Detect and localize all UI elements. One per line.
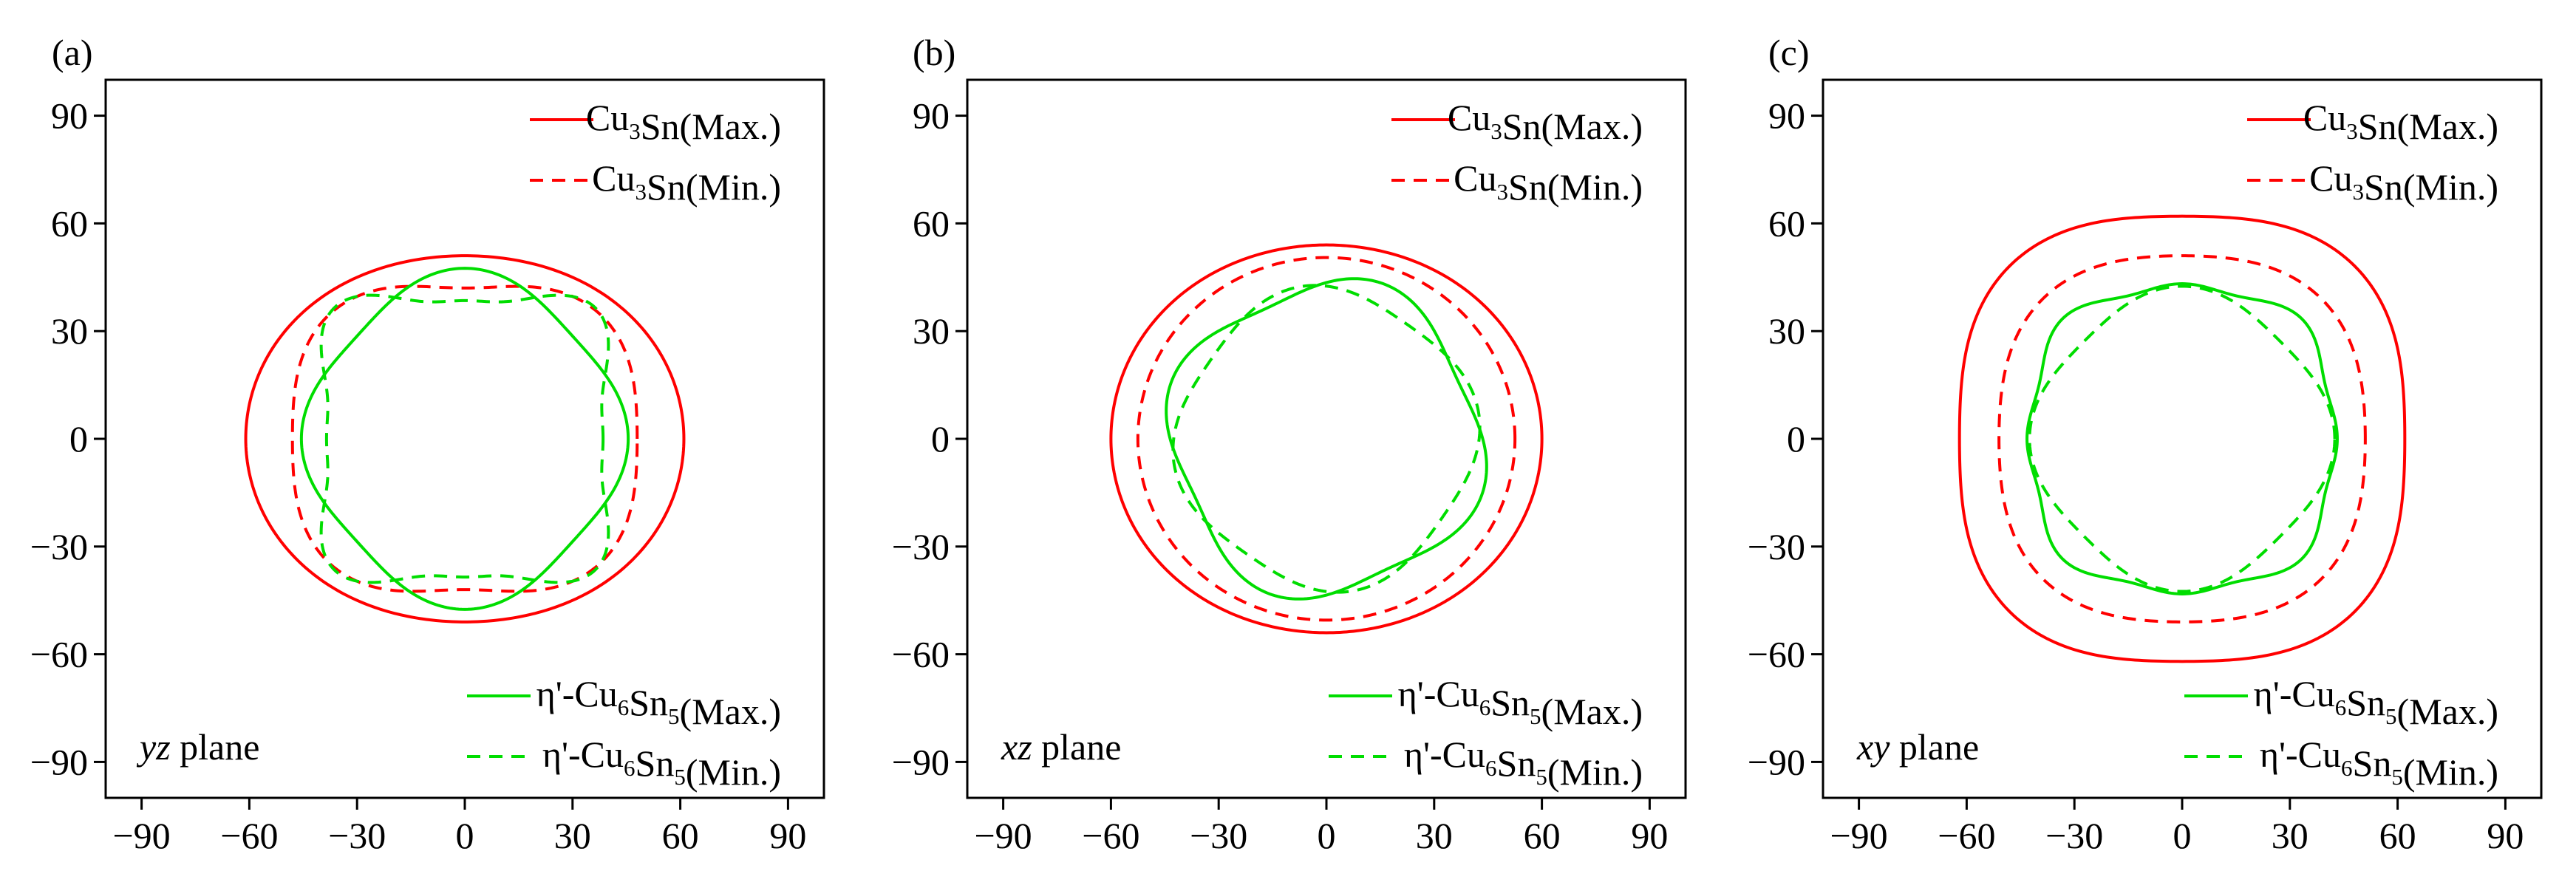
y-tick-label: −90: [892, 741, 950, 782]
x-tick-label: −60: [220, 815, 278, 856]
y-tick-label: −60: [30, 634, 88, 675]
series-curve-2: [2025, 282, 2339, 595]
x-tick-label: −60: [1938, 815, 1995, 856]
y-tick-label: 0: [69, 418, 88, 460]
x-tick-label: −30: [1190, 815, 1247, 856]
plane-label: xz plane: [1001, 726, 1121, 768]
plane-label: xy plane: [1856, 726, 1979, 768]
y-tick-label: 0: [1787, 418, 1805, 460]
y-tick-label: 90: [51, 95, 88, 137]
x-tick-label: 60: [662, 815, 699, 856]
x-tick-label: 60: [2379, 815, 2416, 856]
y-tick-label: 0: [931, 418, 950, 460]
series-curve-0: [1957, 214, 2407, 663]
series-curve-0: [1109, 243, 1544, 635]
x-tick-label: 60: [1524, 815, 1561, 856]
y-tick-label: 90: [1768, 95, 1805, 137]
y-tick-label: 60: [51, 202, 88, 244]
x-tick-label: 90: [1631, 815, 1668, 856]
x-tick-label: 0: [1318, 815, 1336, 856]
legend-label: Cu3Sn(Max.): [586, 97, 781, 147]
y-tick-label: −30: [30, 526, 88, 567]
y-tick-label: −30: [1748, 526, 1805, 567]
chart-panel-b: (b) −90 −60 −30 0 30 60 90 −90 −60 −30 0 30 60 90 Cu3Sn…: [892, 32, 1687, 856]
x-tick-label: 30: [1416, 815, 1453, 856]
x-tick-label: 90: [769, 815, 806, 856]
series-curve-1: [1136, 256, 1517, 622]
y-tick-label: 60: [1768, 202, 1805, 244]
series-curve-1: [290, 284, 639, 593]
plane-label: yz plane: [136, 726, 259, 768]
x-tick-label: −90: [974, 815, 1032, 856]
series-curve-2: [299, 267, 630, 611]
x-tick-label: 30: [2272, 815, 2308, 856]
x-tick-label: −30: [328, 815, 386, 856]
y-tick-label: −60: [1748, 634, 1805, 675]
legend-label: η'-Cu6Sn5(Min.): [1404, 734, 1643, 793]
panel-label: (a): [52, 32, 93, 73]
x-tick-label: 0: [2173, 815, 2192, 856]
legend-label: η'-Cu6Sn5(Min.): [2260, 734, 2498, 793]
series-curve-3: [1171, 284, 1482, 594]
x-tick-label: 90: [2487, 815, 2524, 856]
legend-label: Cu3Sn(Min.): [592, 157, 781, 208]
y-tick-label: 90: [913, 95, 950, 137]
legend-label: η'-Cu6Sn5(Max.): [2254, 673, 2498, 732]
chart-panel-c: (c) −90 −60 −30 0 30 60 90 −90 −60 −30 0 30 60 90 Cu3Sn…: [1748, 32, 2543, 856]
series-curve-3: [2028, 284, 2337, 593]
x-tick-label: 0: [456, 815, 474, 856]
x-tick-label: −90: [112, 815, 170, 856]
panel-label: (b): [913, 32, 955, 73]
series-curve-2: [1165, 277, 1488, 601]
series-curve-1: [1997, 254, 2367, 624]
y-tick-label: −30: [892, 526, 950, 567]
legend-label: η'-Cu6Sn5(Min.): [542, 734, 781, 793]
y-tick-label: −60: [892, 634, 950, 675]
legend-label: Cu3Sn(Min.): [1454, 157, 1643, 208]
legend-label: η'-Cu6Sn5(Max.): [536, 673, 781, 732]
legend-label: Cu3Sn(Min.): [2309, 157, 2498, 208]
y-tick-label: 30: [51, 310, 88, 352]
legend-label: η'-Cu6Sn5(Max.): [1398, 673, 1643, 732]
legend-label: Cu3Sn(Max.): [1448, 97, 1643, 147]
series-curve-3: [319, 293, 610, 584]
y-tick-label: −90: [30, 741, 88, 782]
series-curve-0: [244, 254, 686, 624]
x-tick-label: −30: [2045, 815, 2103, 856]
x-tick-label: 30: [554, 815, 591, 856]
legend-label: Cu3Sn(Max.): [2303, 97, 2498, 147]
y-tick-label: −90: [1748, 741, 1805, 782]
x-tick-label: −60: [1082, 815, 1139, 856]
chart-panel-a: (a) −90 −60 −30 0 30 60 90 −90 −60 −30 0 30 60 90 Cu3Sn…: [30, 32, 825, 856]
x-tick-label: −90: [1830, 815, 1887, 856]
y-tick-label: 60: [913, 202, 950, 244]
panel-label: (c): [1768, 32, 1810, 73]
y-tick-label: 30: [913, 310, 950, 352]
y-tick-label: 30: [1768, 310, 1805, 352]
